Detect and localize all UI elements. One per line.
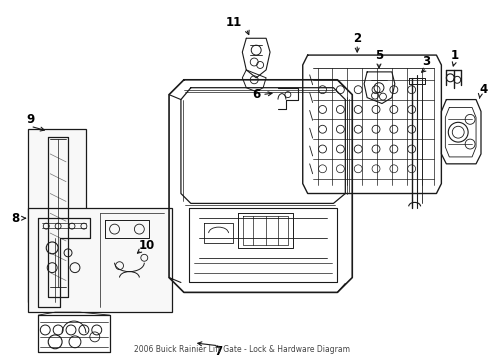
Text: 5: 5 [374, 49, 382, 62]
Text: 9: 9 [26, 113, 35, 126]
Text: 2: 2 [352, 32, 361, 45]
Text: 7: 7 [214, 345, 222, 358]
Text: 4: 4 [479, 83, 487, 96]
Text: 11: 11 [225, 16, 241, 29]
Text: 1: 1 [449, 49, 457, 62]
Text: 10: 10 [139, 239, 155, 252]
Text: 6: 6 [251, 88, 260, 101]
Bar [28, 208, 172, 312]
Text: 3: 3 [422, 55, 430, 68]
Text: 2006 Buick Rainier Lift Gate - Lock & Hardware Diagram: 2006 Buick Rainier Lift Gate - Lock & Ha… [134, 345, 349, 354]
Text: 8: 8 [11, 212, 20, 225]
Bar [28, 129, 86, 302]
